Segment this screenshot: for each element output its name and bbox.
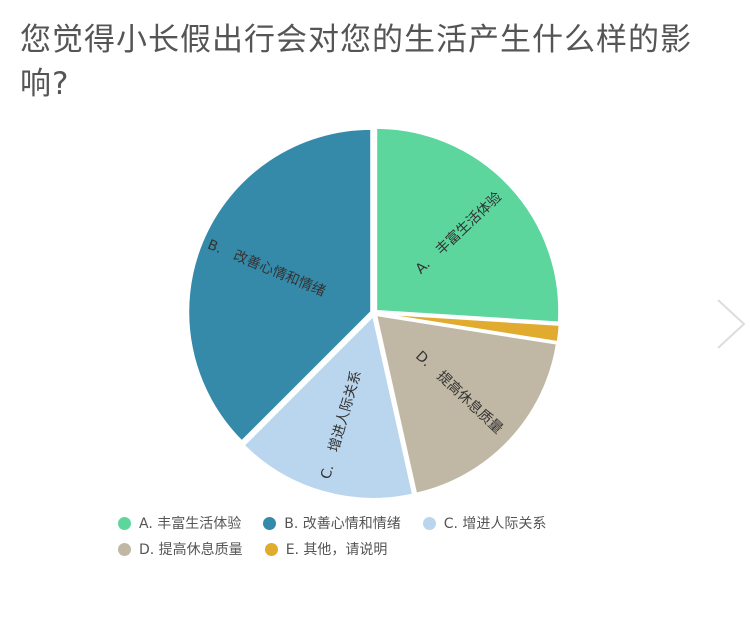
- legend-swatch: [118, 516, 131, 530]
- legend-swatch: [118, 542, 131, 556]
- legend-label: C. 增进人际关系: [443, 516, 547, 532]
- legend-label: A. 丰富生活体验: [139, 516, 242, 532]
- legend-label: E. 其他，请说明: [285, 542, 388, 558]
- pie-slice[interactable]: [375, 312, 561, 343]
- legend-swatch: [263, 516, 277, 530]
- legend-label: B. 改善心情和情绪: [284, 516, 401, 532]
- pie-slices: [187, 126, 561, 500]
- chevron-right-icon[interactable]: [710, 296, 750, 352]
- legend-item[interactable]: C. 增进人际关系: [422, 510, 547, 536]
- question-title: 您觉得小长假出行会对您的生活产生什么样的影响?: [20, 22, 692, 102]
- legend-item[interactable]: D. 提高休息质量: [118, 536, 243, 562]
- pie-slice[interactable]: [375, 126, 561, 324]
- pie-slice[interactable]: [187, 127, 373, 443]
- legend-label: D. 提高休息质量: [139, 542, 243, 558]
- legend-item[interactable]: A. 丰富生活体验: [118, 510, 241, 536]
- legend-item[interactable]: E. 其他，请说明: [264, 536, 388, 562]
- chart-legend: A. 丰富生活体验 B. 改善心情和情绪 C. 增进人际关系 D. 提高休息质量 E. …: [118, 510, 658, 562]
- legend-item[interactable]: B. 改善心情和情绪: [263, 510, 401, 536]
- legend-swatch: [422, 516, 436, 530]
- pie-slice[interactable]: [242, 314, 415, 500]
- legend-swatch: [264, 542, 278, 556]
- pie-slice[interactable]: [375, 314, 558, 495]
